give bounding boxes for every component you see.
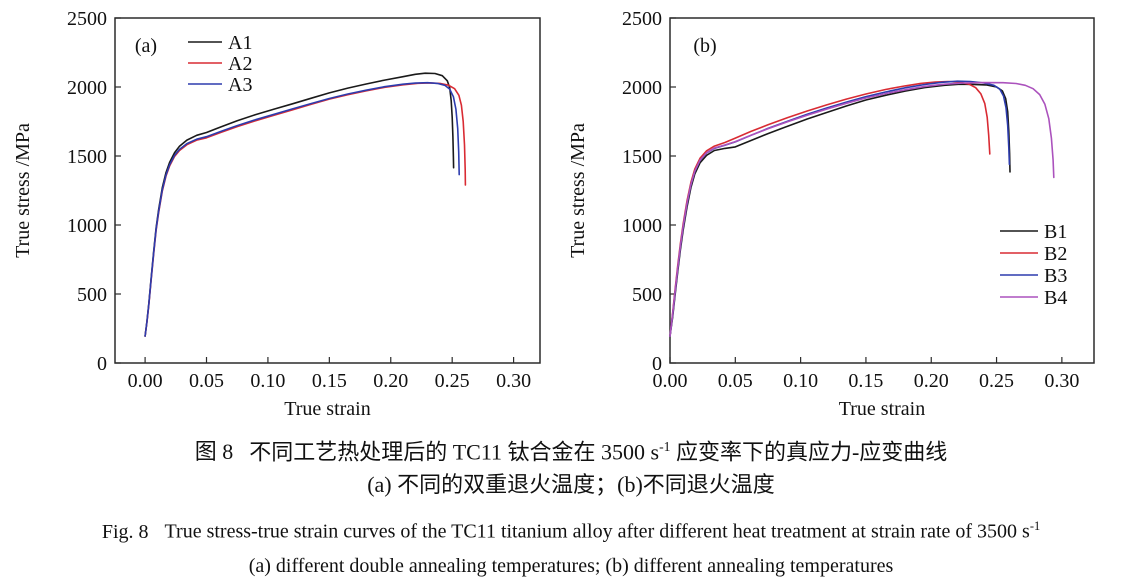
caption-zh-superscript: -1 — [659, 439, 671, 454]
y-tick-label: 0 — [652, 353, 662, 375]
caption-en-line2: (a) different double annealing temperatu… — [248, 554, 894, 577]
y-tick-label: 2000 — [622, 77, 662, 99]
legend-label-B4: B4 — [1044, 287, 1067, 309]
plot-frame — [114, 17, 541, 364]
series-A3 — [144, 81, 461, 337]
y-axis-label: True stress /MPa — [12, 123, 34, 258]
legend-label-B3: B3 — [1044, 265, 1067, 287]
y-tick-label: 0 — [97, 353, 107, 375]
x-tick-label: 0.10 — [783, 370, 818, 392]
x-tick-label: 0.00 — [653, 370, 688, 392]
chart-panel-a: 0.00 0.05 0.10 0.15 0.20 0.25 0.30 0 500 1000 1500… — [12, 8, 541, 420]
caption-en-line1: Fig. 8 True stress-true strain curves of … — [0, 511, 1142, 547]
y-tick-label: 1500 — [67, 146, 107, 168]
x-tick-label: 0.00 — [128, 370, 163, 392]
x-tick-label: 0.10 — [250, 370, 285, 392]
series-A2 — [144, 82, 467, 337]
x-tick-label: 0.30 — [496, 370, 531, 392]
x-tick-label: 0.05 — [189, 370, 224, 392]
legend-label-B2: B2 — [1044, 243, 1067, 265]
figure-number-en: Fig. 8 — [101, 520, 149, 543]
y-tick-label: 1000 — [67, 215, 107, 237]
legend-label-B1: B1 — [1044, 221, 1067, 243]
panel-label: (b) — [693, 35, 716, 57]
x-tick-label: 0.30 — [1044, 370, 1079, 392]
series-B2 — [669, 80, 991, 337]
x-axis-label: True strain — [284, 398, 370, 420]
y-tick-label: 500 — [77, 284, 107, 306]
legend-label-A2: A2 — [228, 53, 252, 75]
x-tick-label: 0.25 — [435, 370, 470, 392]
panel-label: (a) — [135, 35, 157, 57]
series-B4 — [669, 81, 1055, 337]
x-tick-label: 0.05 — [718, 370, 753, 392]
y-tick-label: 1500 — [622, 146, 662, 168]
chart-panel-b: 0.00 0.05 0.10 0.15 0.20 0.25 0.30 0 500 1000 1500… — [571, 8, 1095, 420]
caption-zh-line2: (a) 不同的双重退火温度；(b)不同退火温度 — [367, 472, 775, 498]
legend-label-A3: A3 — [228, 74, 252, 96]
x-tick-label: 0.20 — [373, 370, 408, 392]
y-tick-label: 2500 — [622, 8, 662, 30]
caption-en-superscript: -1 — [1029, 519, 1041, 534]
figure-number-zh: 图 8 — [194, 439, 234, 465]
legend-label-A1: A1 — [228, 32, 252, 54]
series-B3 — [669, 80, 1011, 337]
x-tick-label: 0.15 — [312, 370, 347, 392]
x-tick-label: 0.20 — [914, 370, 949, 392]
y-tick-label: 1000 — [622, 215, 662, 237]
series-B1 — [669, 83, 1011, 337]
x-tick-label: 0.25 — [979, 370, 1014, 392]
y-axis-label: True stress /MPa — [571, 123, 589, 258]
caption-zh-line1: 图 8 不同工艺热处理后的 TC11 钛合金在 3500 s-1 应变率下的真应力… — [0, 432, 1142, 467]
y-tick-label: 2500 — [67, 8, 107, 30]
plot-frame — [669, 17, 1095, 364]
y-tick-label: 500 — [632, 284, 662, 306]
charts-row: 0.00 0.05 0.10 0.15 0.20 0.25 0.30 0 500 1000 1500… — [12, 8, 1095, 420]
x-tick-label: 0.15 — [848, 370, 883, 392]
series-A1 — [144, 72, 455, 337]
caption-en-text: True stress-true strain curves of the TC… — [164, 520, 1030, 543]
caption-zh-text-after: 应变率下的真应力-应变曲线 — [670, 439, 948, 465]
caption-zh-text: 不同工艺热处理后的 TC11 钛合金在 3500 s — [249, 439, 660, 465]
y-tick-label: 2000 — [67, 77, 107, 99]
x-axis-label: True strain — [839, 398, 925, 420]
caption-block: 图 8 不同工艺热处理后的 TC11 钛合金在 3500 s-1 应变率下的真应力… — [0, 425, 1142, 581]
